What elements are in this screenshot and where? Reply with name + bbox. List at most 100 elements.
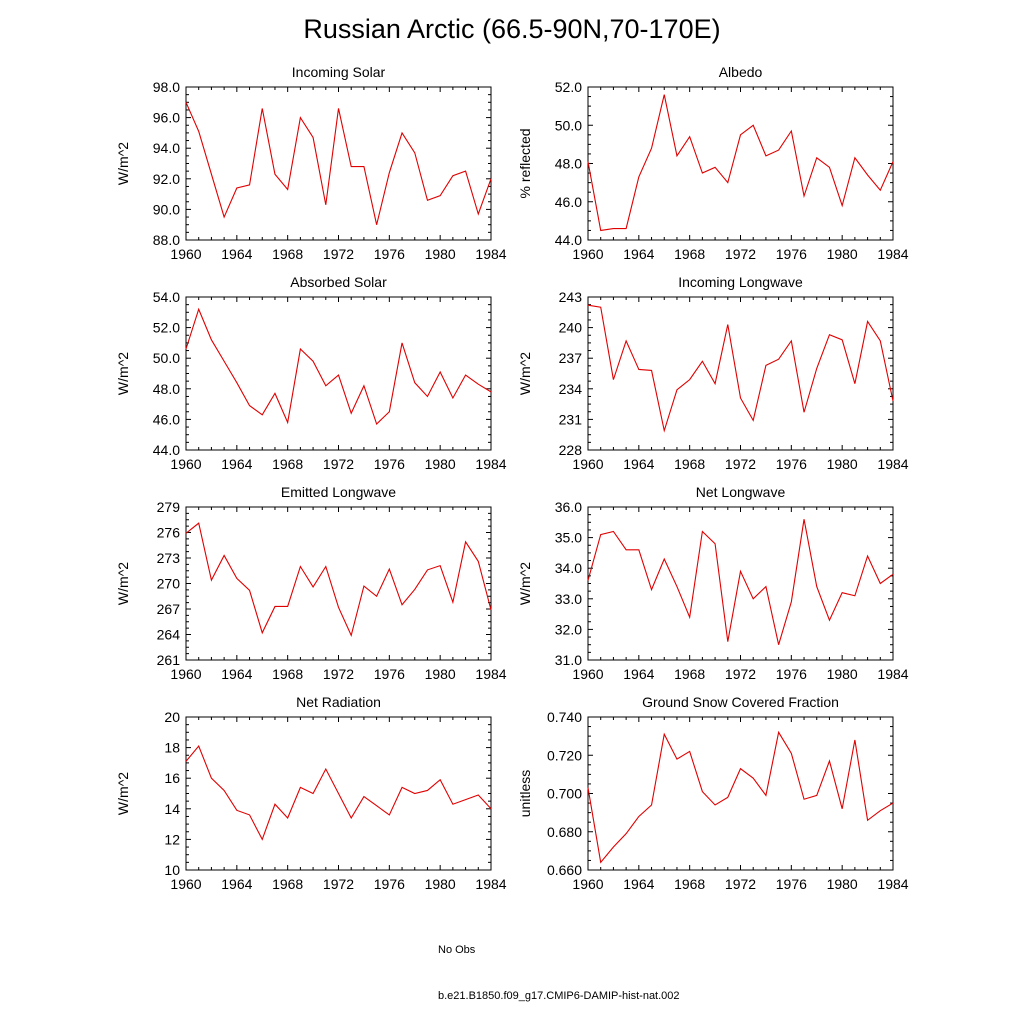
x-tick-label: 1980 bbox=[425, 666, 456, 682]
x-tick-label: 1984 bbox=[877, 666, 908, 682]
y-tick-label: 98.0 bbox=[153, 79, 180, 95]
x-tick-label: 1968 bbox=[272, 666, 303, 682]
x-tick-label: 1964 bbox=[221, 666, 252, 682]
y-tick-label: 32.0 bbox=[555, 621, 582, 637]
y-tick-label: 231 bbox=[559, 411, 583, 427]
panel-title: Ground Snow Covered Fraction bbox=[642, 694, 839, 710]
x-tick-label: 1968 bbox=[674, 456, 705, 472]
y-tick-label: 16 bbox=[164, 770, 180, 786]
y-tick-label: 0.700 bbox=[547, 786, 582, 802]
x-tick-label: 1960 bbox=[170, 666, 201, 682]
x-tick-label: 1984 bbox=[475, 876, 506, 892]
panel-7: Ground Snow Covered Fraction unitless 0.66… bbox=[517, 694, 909, 892]
x-tick-label: 1968 bbox=[674, 246, 705, 262]
panel-6: Net Radiation W/m^2 10 12 14 16 18 20 1960 1964 19… bbox=[115, 694, 507, 892]
x-tick-label: 1972 bbox=[323, 666, 354, 682]
x-tick-label: 1968 bbox=[272, 876, 303, 892]
panel-title: Emitted Longwave bbox=[281, 484, 396, 500]
x-tick-label: 1976 bbox=[776, 876, 807, 892]
panel-title: Absorbed Solar bbox=[290, 274, 387, 290]
x-tick-label: 1984 bbox=[475, 246, 506, 262]
panel-0: Incoming Solar W/m^2 88.0 90.0 92.0 94.0 96.0 9… bbox=[115, 64, 507, 262]
x-tick-label: 1980 bbox=[827, 456, 858, 472]
y-axis-label: W/m^2 bbox=[517, 352, 533, 395]
x-tick-label: 1984 bbox=[877, 456, 908, 472]
x-tick-label: 1980 bbox=[425, 456, 456, 472]
y-axis-label: W/m^2 bbox=[115, 562, 131, 605]
y-tick-label: 92.0 bbox=[153, 171, 180, 187]
y-tick-label: 36.0 bbox=[555, 499, 582, 515]
plot-frame bbox=[587, 296, 894, 451]
panel-title: Albedo bbox=[719, 64, 763, 80]
plot-frame bbox=[587, 506, 894, 661]
plot-frame bbox=[587, 86, 894, 241]
y-tick-label: 279 bbox=[157, 499, 181, 515]
y-tick-label: 234 bbox=[559, 381, 583, 397]
series-line bbox=[185, 102, 492, 225]
panel-title: Net Radiation bbox=[296, 694, 381, 710]
x-tick-label: 1972 bbox=[323, 876, 354, 892]
y-tick-label: 52.0 bbox=[555, 79, 582, 95]
y-tick-label: 33.0 bbox=[555, 591, 582, 607]
y-tick-label: 20 bbox=[164, 709, 180, 725]
series-line bbox=[587, 519, 894, 645]
y-tick-label: 35.0 bbox=[555, 530, 582, 546]
x-tick-label: 1968 bbox=[272, 246, 303, 262]
x-tick-label: 1960 bbox=[572, 246, 603, 262]
x-tick-label: 1964 bbox=[623, 246, 654, 262]
y-tick-label: 264 bbox=[157, 627, 181, 643]
panel-title: Incoming Solar bbox=[292, 64, 386, 80]
panel-title: Incoming Longwave bbox=[678, 274, 803, 290]
legend-entry-no-obs: No Obs bbox=[312, 943, 475, 957]
chart-main-title: Russian Arctic (66.5-90N,70-170E) bbox=[303, 14, 721, 44]
x-tick-label: 1964 bbox=[221, 876, 252, 892]
x-tick-label: 1968 bbox=[674, 666, 705, 682]
x-tick-label: 1984 bbox=[475, 456, 506, 472]
x-tick-label: 1972 bbox=[725, 246, 756, 262]
y-tick-label: 261 bbox=[157, 652, 181, 668]
y-tick-label: 90.0 bbox=[153, 201, 180, 217]
y-tick-label: 52.0 bbox=[153, 320, 180, 336]
x-tick-label: 1980 bbox=[827, 876, 858, 892]
x-tick-label: 1980 bbox=[827, 666, 858, 682]
y-tick-label: 240 bbox=[559, 320, 583, 336]
x-tick-label: 1976 bbox=[776, 456, 807, 472]
panel-4: Emitted Longwave W/m^2 261 264 267 270 273 276 2… bbox=[115, 484, 507, 682]
x-tick-label: 1964 bbox=[221, 456, 252, 472]
y-tick-label: 243 bbox=[559, 289, 583, 305]
series-line bbox=[185, 745, 492, 841]
x-tick-label: 1980 bbox=[425, 876, 456, 892]
legend-label-model: b.e21.B1850.f09_g17.CMIP6-DAMIP-hist-nat… bbox=[438, 990, 680, 1002]
legend-label-no-obs: No Obs bbox=[438, 944, 476, 956]
x-tick-label: 1972 bbox=[725, 876, 756, 892]
x-tick-label: 1976 bbox=[374, 666, 405, 682]
x-tick-label: 1976 bbox=[776, 246, 807, 262]
y-tick-label: 273 bbox=[157, 550, 181, 566]
x-tick-label: 1964 bbox=[623, 666, 654, 682]
x-tick-label: 1960 bbox=[572, 876, 603, 892]
y-axis-label: W/m^2 bbox=[517, 562, 533, 605]
x-tick-label: 1984 bbox=[877, 876, 908, 892]
y-tick-label: 0.660 bbox=[547, 862, 582, 878]
x-tick-label: 1976 bbox=[374, 246, 405, 262]
y-tick-label: 44.0 bbox=[153, 442, 180, 458]
x-tick-label: 1968 bbox=[674, 876, 705, 892]
x-tick-label: 1964 bbox=[221, 246, 252, 262]
panel-title: Net Longwave bbox=[696, 484, 786, 500]
x-tick-label: 1980 bbox=[425, 246, 456, 262]
y-tick-label: 0.720 bbox=[547, 747, 582, 763]
x-tick-label: 1976 bbox=[776, 666, 807, 682]
y-axis-label: % reflected bbox=[517, 128, 533, 198]
x-tick-label: 1976 bbox=[374, 456, 405, 472]
x-tick-label: 1972 bbox=[725, 456, 756, 472]
y-tick-label: 96.0 bbox=[153, 110, 180, 126]
y-tick-label: 54.0 bbox=[153, 289, 180, 305]
y-tick-label: 50.0 bbox=[555, 117, 582, 133]
y-tick-label: 237 bbox=[559, 350, 583, 366]
series-line bbox=[587, 94, 894, 232]
y-tick-label: 14 bbox=[164, 801, 180, 817]
y-tick-label: 88.0 bbox=[153, 232, 180, 248]
x-tick-label: 1960 bbox=[572, 666, 603, 682]
series-line bbox=[185, 307, 492, 425]
y-tick-label: 46.0 bbox=[153, 411, 180, 427]
